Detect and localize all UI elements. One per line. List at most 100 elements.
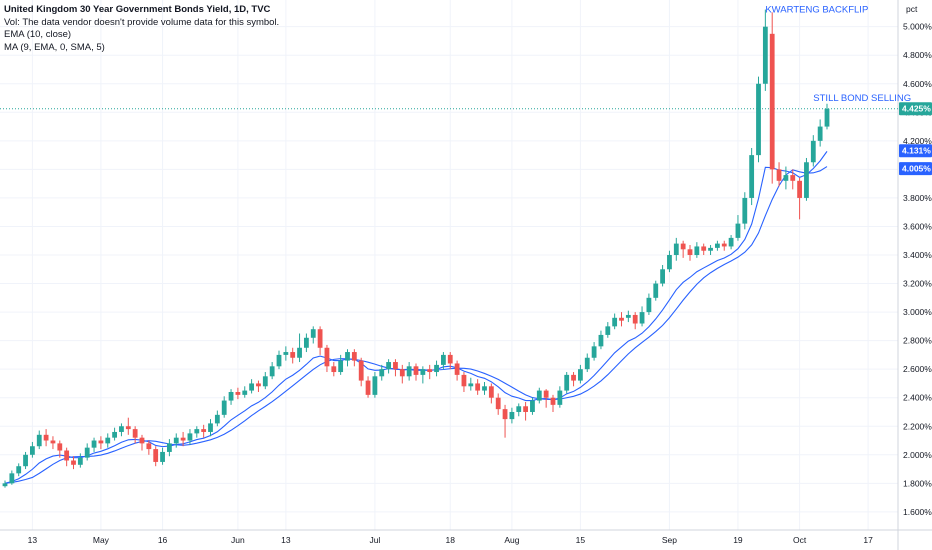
candle-body[interactable] [667,255,672,270]
candle-body[interactable] [598,334,604,347]
candle-body[interactable] [276,354,282,367]
ma-indicator-label[interactable]: MA (9, EMA, 0, SMA, 5) [4,41,105,53]
candle-body[interactable] [386,362,391,370]
candle-body[interactable] [454,363,460,375]
candle-body[interactable] [23,454,28,467]
candle-body[interactable] [9,473,15,484]
candle-body[interactable] [564,374,570,391]
candle-body[interactable] [769,33,775,170]
candle-body[interactable] [146,443,152,450]
candle-body[interactable] [235,392,241,395]
candle-body[interactable] [584,357,590,370]
candle-body[interactable] [735,223,741,238]
candle-body[interactable] [543,390,549,398]
volume-note[interactable]: Vol: The data vendor doesn't provide vol… [4,16,280,28]
candle-body[interactable] [64,450,70,461]
candle-body[interactable] [817,126,823,141]
candle-body[interactable] [824,108,830,127]
candle-body[interactable] [721,243,727,247]
candle-body[interactable] [358,360,364,381]
candle-body[interactable] [43,434,49,441]
candle-body[interactable] [214,414,220,424]
candle-body[interactable] [338,360,344,373]
candle-body[interactable] [571,374,576,381]
candle-body[interactable] [98,440,104,444]
candle-body[interactable] [228,392,234,401]
candle-body[interactable] [557,390,563,405]
candle-body[interactable] [119,426,124,432]
candle-body[interactable] [317,329,323,348]
candle-body[interactable] [331,366,337,373]
candle-body[interactable] [201,429,207,432]
candle-body[interactable] [749,155,755,198]
candle-body[interactable] [441,354,446,365]
candle-body[interactable] [762,26,768,84]
candle-body[interactable] [304,337,309,348]
candle-body[interactable] [71,460,76,465]
candle-body[interactable] [728,237,734,247]
candle-body[interactable] [16,466,22,474]
candle-body[interactable] [393,362,398,370]
candle-body[interactable] [482,386,487,391]
candle-body[interactable] [625,314,631,318]
candle-body[interactable] [84,447,90,458]
candle-body[interactable] [756,83,761,156]
candle-body[interactable] [399,369,405,377]
candle-body[interactable] [530,400,535,412]
candle-body[interactable] [173,437,179,444]
candle-body[interactable] [516,406,522,412]
candle-body[interactable] [324,347,330,367]
candle-body[interactable] [523,406,528,412]
candle-body[interactable] [653,283,659,298]
candle-body[interactable] [2,483,8,487]
candle-body[interactable] [36,434,42,447]
candle-body[interactable] [790,175,796,181]
candle-body[interactable] [447,354,453,364]
candle-body[interactable] [290,352,296,358]
candle-body[interactable] [297,347,302,358]
candle-body[interactable] [50,440,56,444]
candle-body[interactable] [249,383,254,391]
candle-body[interactable] [167,443,172,452]
candle-body[interactable] [776,169,782,181]
candle-body[interactable] [160,451,165,462]
candle-body[interactable] [310,329,316,338]
ma-line[interactable] [4,166,828,484]
candle-body[interactable] [468,383,474,387]
candle-body[interactable] [804,162,809,198]
candle-body[interactable] [351,352,357,361]
candle-body[interactable] [139,437,145,444]
candle-body[interactable] [420,369,426,375]
candle-body[interactable] [646,297,652,313]
candle-body[interactable] [427,369,433,373]
candle-body[interactable] [112,431,117,438]
candle-body[interactable] [30,446,35,455]
candle-body[interactable] [742,197,748,224]
candle-body[interactable] [365,380,371,395]
candle-body[interactable] [509,411,515,420]
candle-body[interactable] [262,376,268,387]
candle-body[interactable] [194,429,200,434]
symbol-title[interactable]: United Kingdom 30 Year Government Bonds … [4,4,271,15]
candle-body[interactable] [57,443,63,451]
candle-body[interactable] [77,457,83,465]
candle-body[interactable] [475,383,481,391]
candle-body[interactable] [187,433,193,441]
candle-body[interactable] [495,397,501,410]
candle-body[interactable] [434,364,439,373]
candle-body[interactable] [694,246,700,256]
candle-body[interactable] [673,243,679,256]
candle-body[interactable] [488,386,494,398]
candle-body[interactable] [660,269,665,284]
candle-body[interactable] [536,390,542,401]
candle-body[interactable] [797,180,802,198]
candle-body[interactable] [810,140,816,163]
candle-body[interactable] [269,366,275,377]
candle-body[interactable] [372,376,378,395]
candle-body[interactable] [639,312,645,324]
candle-body[interactable] [406,366,412,377]
candle-body[interactable] [132,429,138,438]
candle-body[interactable] [632,314,638,324]
candle-body[interactable] [708,247,713,251]
